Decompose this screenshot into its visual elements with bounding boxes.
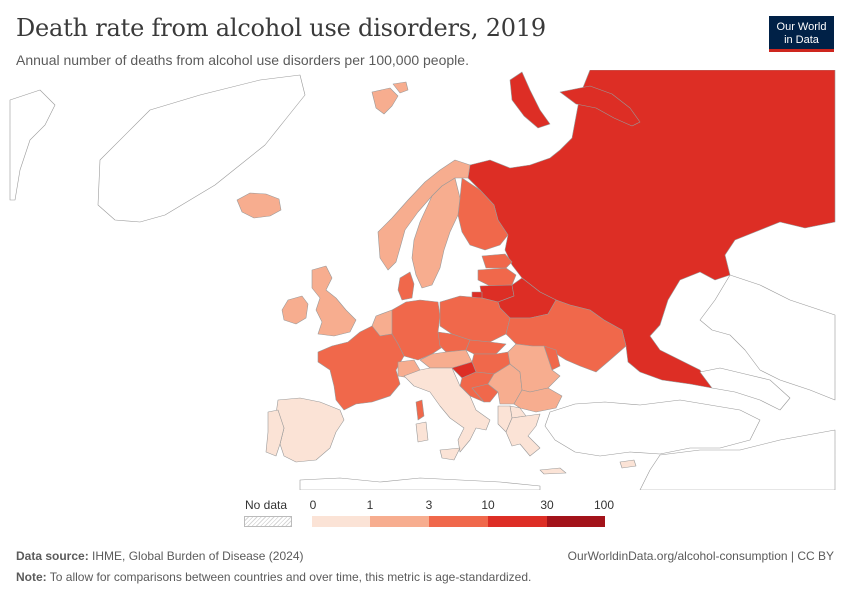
region-caucasus[interactable] <box>699 367 791 411</box>
legend-bin-1-3[interactable] <box>370 516 429 527</box>
region-ireland[interactable] <box>281 295 309 325</box>
legend-bin-3-10[interactable] <box>429 516 488 527</box>
owid-logo[interactable]: Our World in Data <box>769 16 834 52</box>
region-turkey[interactable] <box>544 399 761 457</box>
legend-bin-10-30[interactable] <box>488 516 547 527</box>
region-denmark[interactable] <box>397 271 415 301</box>
note-text: To allow for comparisons between countri… <box>49 570 532 584</box>
legend-tick-100: 100 <box>593 498 615 512</box>
region-russia-north-island[interactable] <box>509 71 551 129</box>
region-iceland[interactable] <box>236 192 282 219</box>
logo-line-1: Our World <box>776 21 827 33</box>
source-url-link[interactable]: OurWorldinData.org/alcohol-consumption |… <box>567 549 834 563</box>
region-estonia[interactable] <box>481 253 513 269</box>
region-canada-islands[interactable] <box>9 89 56 201</box>
region-russia[interactable] <box>467 70 836 389</box>
data-source: Data source: IHME, Global Burden of Dise… <box>16 549 303 563</box>
legend-bin-0-1[interactable] <box>312 516 370 527</box>
legend-tick-0: 0 <box>309 498 317 512</box>
region-slovakia[interactable] <box>465 339 507 355</box>
note-label: Note: <box>16 570 47 584</box>
legend-bin-30-100[interactable] <box>547 516 605 527</box>
region-bulgaria[interactable] <box>513 387 563 413</box>
legend-tick-10: 10 <box>481 498 495 512</box>
region-cyprus[interactable] <box>619 459 637 469</box>
region-kazakhstan[interactable] <box>699 274 836 401</box>
region-svalbard-2[interactable] <box>392 81 409 94</box>
chart-title: Death rate from alcohol use disorders, 2… <box>16 14 546 42</box>
note: Note: To allow for comparisons between c… <box>16 570 531 584</box>
region-uk[interactable] <box>311 265 357 337</box>
region-portugal[interactable] <box>265 409 285 457</box>
region-corsica[interactable] <box>415 399 425 421</box>
legend-no-data-swatch[interactable] <box>244 516 292 527</box>
region-greece[interactable] <box>505 413 541 457</box>
region-sardinia[interactable] <box>415 421 429 443</box>
region-crete[interactable] <box>539 467 567 475</box>
region-latvia[interactable] <box>477 267 517 287</box>
chart-subtitle: Annual number of deaths from alcohol use… <box>16 52 469 68</box>
logo-line-2: in Data <box>784 33 819 46</box>
region-novaya-zemlya[interactable] <box>559 85 641 127</box>
legend-no-data-label: No data <box>245 498 288 512</box>
europe-choropleth-map <box>9 70 836 490</box>
legend-tick-30: 30 <box>540 498 554 512</box>
region-italy[interactable] <box>403 367 491 453</box>
region-sweden[interactable] <box>411 177 461 289</box>
region-middle-east[interactable] <box>639 429 836 490</box>
region-bosnia[interactable] <box>471 383 499 403</box>
region-spain[interactable] <box>275 397 345 463</box>
legend-tick-3: 3 <box>425 498 433 512</box>
region-sicily[interactable] <box>439 447 461 461</box>
region-north-africa[interactable] <box>299 477 541 490</box>
region-romania[interactable] <box>507 343 561 393</box>
data-source-text[interactable]: IHME, Global Burden of Disease (2024) <box>92 549 304 563</box>
region-france[interactable] <box>317 325 405 411</box>
region-svalbard[interactable] <box>371 87 399 115</box>
data-source-label: Data source: <box>16 549 89 563</box>
legend-tick-1: 1 <box>366 498 374 512</box>
region-greenland[interactable] <box>97 74 306 223</box>
